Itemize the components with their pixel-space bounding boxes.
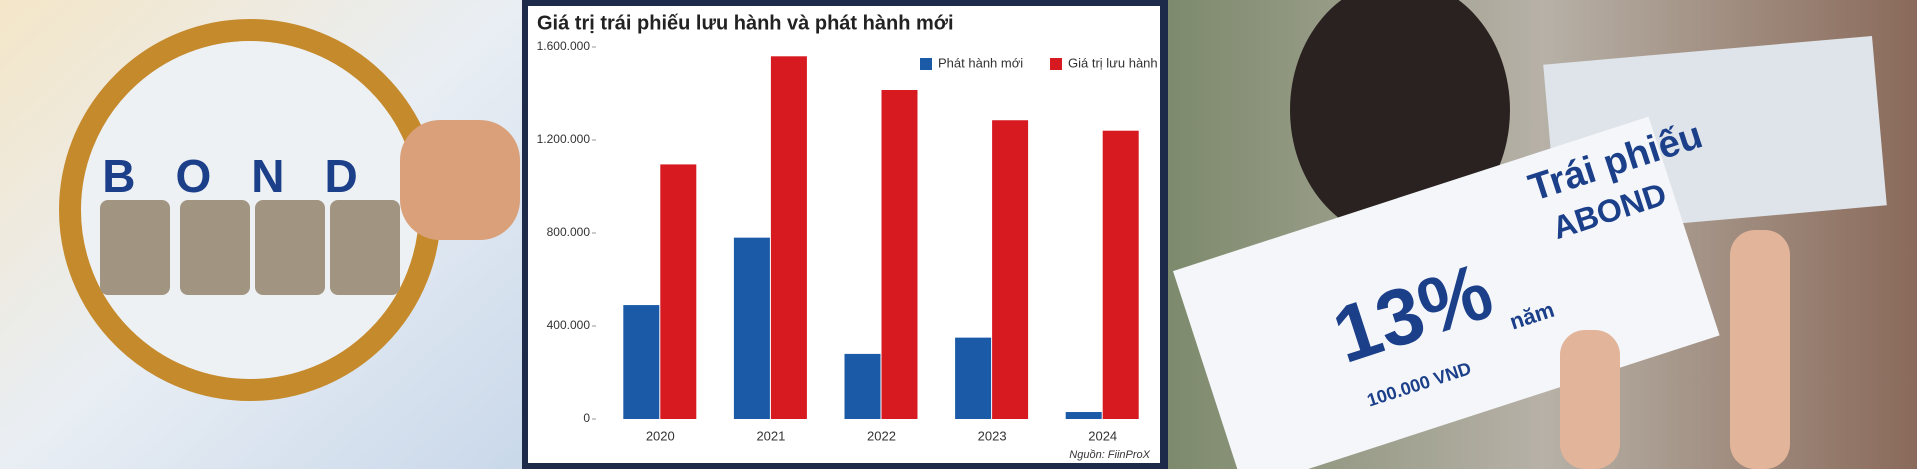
y-tick-label: 800.000 xyxy=(547,225,591,239)
x-tick-label: 2024 xyxy=(1088,428,1117,443)
bar xyxy=(1065,412,1102,419)
x-tick-label: 2020 xyxy=(646,428,675,443)
bar xyxy=(844,353,881,419)
bar xyxy=(623,305,660,419)
chart-title: Giá trị trái phiếu lưu hành và phát hành… xyxy=(537,12,954,34)
right-photo: Trái phiếu ABOND 13% năm 100.000 VND xyxy=(1168,0,1917,469)
y-tick-label: 1.200.000 xyxy=(537,132,591,146)
coins xyxy=(180,200,250,295)
x-tick-label: 2021 xyxy=(756,428,785,443)
x-tick-label: 2022 xyxy=(867,428,896,443)
bar xyxy=(955,337,992,419)
legend-swatch xyxy=(920,58,932,70)
x-tick-label: 2023 xyxy=(978,428,1007,443)
legend-label: Giá trị lưu hành xyxy=(1068,55,1158,70)
hand xyxy=(1560,330,1620,469)
bar xyxy=(881,90,918,419)
bar xyxy=(770,56,807,420)
chart: Giá trị trái phiếu lưu hành và phát hành… xyxy=(537,12,1158,461)
left-photo: BOND xyxy=(0,0,522,469)
bar xyxy=(660,164,697,419)
photo-text: BOND xyxy=(102,150,397,202)
hand xyxy=(400,120,520,240)
y-tick-label: 400.000 xyxy=(547,318,591,332)
chart-bg xyxy=(528,6,1160,463)
y-tick-label: 0 xyxy=(583,411,590,425)
coins xyxy=(255,200,325,295)
coins xyxy=(330,200,400,295)
legend-label: Phát hành mới xyxy=(938,55,1023,70)
bond-card xyxy=(1172,116,1720,469)
bar xyxy=(733,237,770,419)
legend-swatch xyxy=(1050,58,1062,70)
bar xyxy=(992,120,1029,420)
source: Nguồn: FiinProX xyxy=(1069,449,1150,461)
bar xyxy=(1102,130,1139,419)
y-tick-label: 1.600.000 xyxy=(537,39,591,53)
hand xyxy=(1730,230,1790,469)
coins xyxy=(100,200,170,295)
